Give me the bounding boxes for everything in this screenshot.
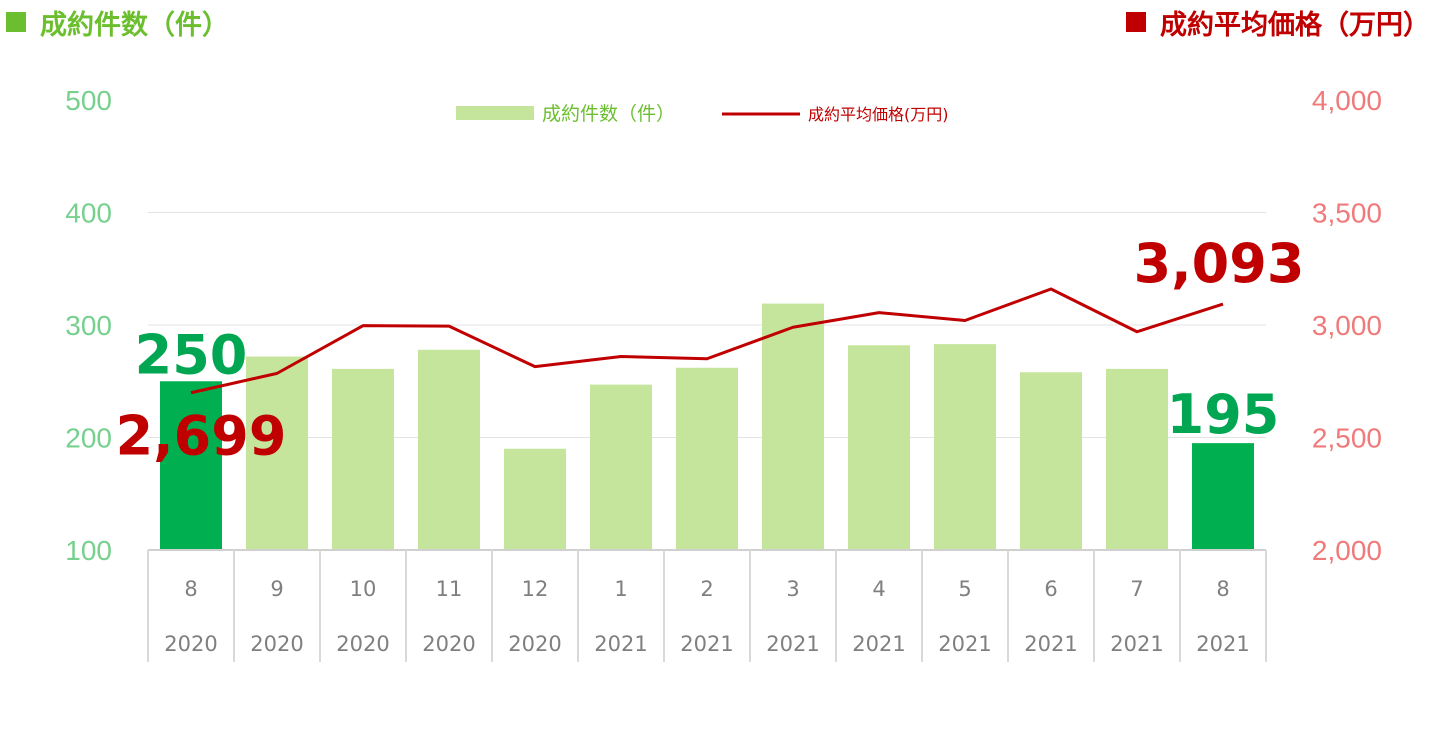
right-axis-title: 成約平均価格（万円） bbox=[1126, 0, 1430, 44]
left-tick-label: 200 bbox=[65, 423, 112, 454]
bar-series bbox=[160, 303, 1254, 550]
left-tick-label: 300 bbox=[65, 310, 112, 341]
month-tick-label: 9 bbox=[270, 577, 283, 601]
right-tick-label: 2,500 bbox=[1312, 423, 1382, 454]
year-tick-label: 2020 bbox=[422, 632, 475, 656]
axes: 100 2,000 200 2,500 300 3,000 400 3,500 500 4,000… bbox=[65, 85, 1382, 662]
year-tick-label: 2021 bbox=[766, 632, 819, 656]
bar bbox=[246, 356, 308, 550]
year-tick-label: 2021 bbox=[938, 632, 991, 656]
year-tick-label: 2020 bbox=[164, 632, 217, 656]
left-axis-title: 成約件数（件） bbox=[6, 0, 229, 44]
bar-data-label-last: 195 bbox=[1167, 383, 1280, 446]
right-tick-label: 4,000 bbox=[1312, 85, 1382, 116]
year-tick-label: 2020 bbox=[250, 632, 303, 656]
year-tick-label: 2021 bbox=[1110, 632, 1163, 656]
bar bbox=[1020, 372, 1082, 550]
month-tick-label: 3 bbox=[786, 577, 799, 601]
bar bbox=[848, 345, 910, 550]
month-tick-label: 1 bbox=[614, 577, 627, 601]
bar bbox=[934, 344, 996, 550]
line-data-label-first: 2,699 bbox=[116, 405, 287, 468]
year-tick-label: 2020 bbox=[336, 632, 389, 656]
bar bbox=[590, 384, 652, 550]
month-tick-label: 4 bbox=[872, 577, 885, 601]
left-tick-label: 400 bbox=[65, 198, 112, 229]
year-tick-label: 2021 bbox=[852, 632, 905, 656]
legend-bar-swatch bbox=[456, 106, 534, 120]
legend-line-label: 成約平均価格(万円) bbox=[808, 105, 949, 124]
bar-data-label-first: 250 bbox=[135, 323, 248, 386]
bar bbox=[160, 381, 222, 550]
month-tick-label: 12 bbox=[522, 577, 549, 601]
left-axis-title-text: 成約件数（件） bbox=[40, 9, 229, 41]
bar bbox=[1192, 443, 1254, 550]
month-tick-label: 10 bbox=[350, 577, 377, 601]
left-tick-label: 500 bbox=[65, 85, 112, 116]
month-tick-label: 5 bbox=[958, 577, 971, 601]
right-tick-label: 2,000 bbox=[1312, 535, 1382, 566]
bar bbox=[418, 349, 480, 550]
year-tick-label: 2020 bbox=[508, 632, 561, 656]
month-tick-label: 8 bbox=[1216, 577, 1229, 601]
year-tick-label: 2021 bbox=[1024, 632, 1077, 656]
bar bbox=[504, 448, 566, 550]
legend-bar-label: 成約件数（件） bbox=[542, 103, 675, 125]
green-square-icon bbox=[6, 12, 26, 32]
month-tick-label: 2 bbox=[700, 577, 713, 601]
month-tick-label: 6 bbox=[1044, 577, 1057, 601]
month-tick-label: 7 bbox=[1130, 577, 1143, 601]
left-tick-label: 100 bbox=[65, 535, 112, 566]
year-tick-label: 2021 bbox=[594, 632, 647, 656]
right-tick-label: 3,000 bbox=[1312, 310, 1382, 341]
red-square-icon bbox=[1126, 12, 1146, 32]
year-tick-label: 2021 bbox=[680, 632, 733, 656]
month-tick-label: 11 bbox=[436, 577, 463, 601]
bar bbox=[332, 368, 394, 550]
bar bbox=[676, 367, 738, 550]
price-line bbox=[190, 287, 1224, 395]
line-data-label-last: 3,093 bbox=[1134, 232, 1305, 295]
right-axis-title-text: 成約平均価格（万円） bbox=[1160, 9, 1430, 41]
bar bbox=[1106, 368, 1168, 550]
bar bbox=[762, 303, 824, 550]
right-tick-label: 3,500 bbox=[1312, 198, 1382, 229]
month-tick-label: 8 bbox=[184, 577, 197, 601]
data-labels: 250 195 2,699 3,093 bbox=[116, 232, 1305, 468]
year-tick-label: 2021 bbox=[1196, 632, 1249, 656]
legend: 成約件数（件） 成約平均価格(万円) bbox=[456, 103, 949, 125]
line-series bbox=[190, 287, 1224, 395]
